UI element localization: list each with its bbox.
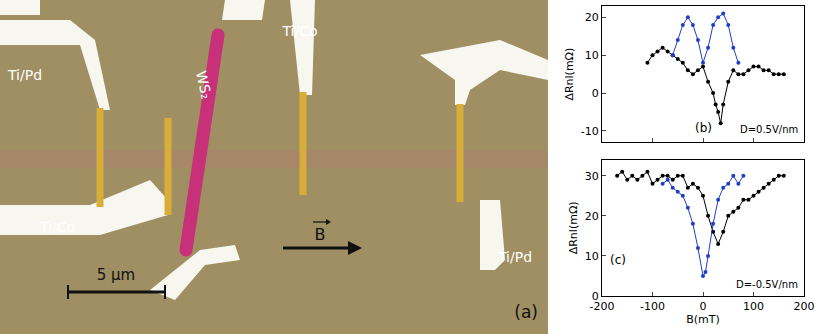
svg-text:10: 10	[585, 250, 599, 263]
svg-text:B: B	[315, 225, 326, 244]
svg-text:WS₂: WS₂	[193, 69, 215, 100]
svg-text:Ti/Pd: Ti/Pd	[497, 249, 532, 265]
svg-text:5 µm: 5 µm	[97, 266, 135, 284]
svg-text:20: 20	[585, 11, 599, 24]
svg-text:Ti/Pd: Ti/Pd	[7, 67, 42, 83]
svg-text:Ti/Co: Ti/Co	[281, 23, 317, 39]
svg-text:200: 200	[794, 300, 815, 313]
svg-text:(a): (a)	[514, 302, 538, 322]
svg-text:20: 20	[585, 210, 599, 223]
svg-text:ΔRnl(mΩ): ΔRnl(mΩ)	[563, 48, 576, 101]
svg-text:0: 0	[592, 87, 599, 100]
svg-text:Ti/Co: Ti/Co	[39, 219, 75, 235]
svg-text:-100: -100	[640, 300, 665, 313]
svg-text:0: 0	[592, 290, 599, 303]
svg-text:30: 30	[585, 170, 599, 183]
svg-text:ΔRnl(mΩ): ΔRnl(mΩ)	[567, 201, 580, 254]
svg-text:0: 0	[700, 300, 707, 313]
svg-text:100: 100	[743, 300, 764, 313]
svg-text:10: 10	[585, 49, 599, 62]
svg-text:(c): (c)	[610, 253, 626, 267]
svg-text:-200: -200	[590, 300, 615, 313]
svg-text:B(mT): B(mT)	[686, 313, 720, 326]
svg-text:-10: -10	[581, 125, 599, 138]
svg-text:D=0.5V/nm: D=0.5V/nm	[740, 124, 798, 135]
svg-text:(b): (b)	[695, 121, 712, 135]
svg-text:D=-0.5V/nm: D=-0.5V/nm	[736, 279, 798, 290]
